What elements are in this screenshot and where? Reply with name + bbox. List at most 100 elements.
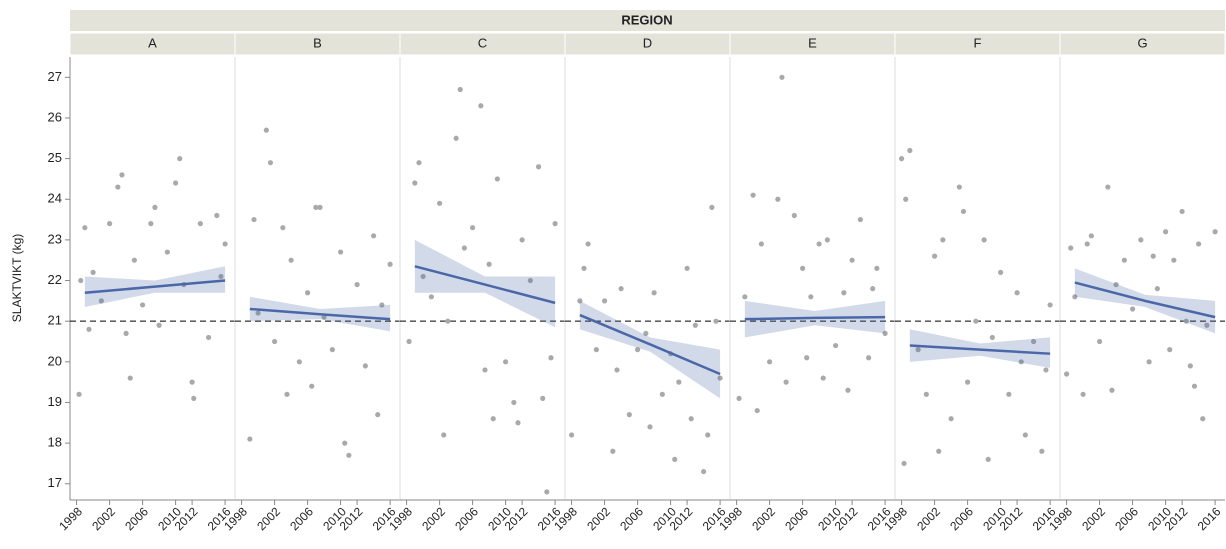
panel-title: F	[974, 35, 982, 50]
x-tick-label: 1998	[56, 504, 85, 533]
x-tick-label: 2002	[749, 504, 778, 533]
point	[820, 375, 826, 381]
point	[692, 322, 698, 328]
point	[923, 391, 929, 397]
point	[280, 225, 286, 231]
point	[412, 180, 418, 186]
x-tick-label: 2006	[1112, 504, 1141, 533]
y-tick-label: 27	[48, 69, 62, 84]
chart-title: REGION	[621, 12, 672, 27]
x-tick-label: 2002	[89, 504, 118, 533]
fit-line	[84, 279, 226, 294]
point	[305, 290, 311, 296]
point	[544, 489, 550, 495]
point	[486, 261, 492, 267]
point	[857, 216, 863, 223]
point	[288, 257, 294, 263]
point	[156, 322, 162, 328]
y-axis-label: SLAKTVIKT (kg)	[10, 234, 24, 322]
point	[717, 375, 723, 381]
point	[614, 367, 620, 373]
point	[478, 103, 484, 109]
point	[494, 176, 500, 182]
point	[490, 416, 496, 422]
x-tick-label: 2002	[1079, 504, 1108, 533]
point	[1146, 359, 1152, 365]
y-tick-label: 23	[48, 231, 62, 246]
panel-title: G	[1137, 35, 1147, 50]
point	[387, 261, 393, 267]
x-tick-label: 2002	[584, 504, 613, 533]
point	[1204, 322, 1210, 328]
panel-title: D	[643, 35, 652, 50]
y-tick-label: 25	[48, 150, 62, 165]
point	[684, 265, 690, 271]
point	[1084, 241, 1090, 247]
point	[1080, 391, 1086, 397]
point	[1187, 363, 1193, 369]
point	[705, 432, 711, 438]
point	[255, 310, 261, 316]
point	[107, 221, 113, 227]
point	[379, 302, 385, 308]
point	[1018, 359, 1024, 365]
point	[115, 184, 121, 190]
point	[338, 249, 344, 255]
point	[998, 269, 1004, 276]
x-tick-label: 2002	[419, 504, 448, 533]
point	[849, 257, 855, 263]
point	[86, 326, 92, 332]
point	[870, 286, 876, 292]
point	[1183, 318, 1189, 324]
point	[651, 290, 657, 296]
point	[76, 391, 82, 397]
point	[453, 135, 459, 141]
point	[701, 468, 707, 475]
point	[90, 269, 96, 276]
point	[515, 420, 521, 426]
point	[527, 277, 533, 284]
point	[177, 156, 183, 162]
point	[552, 221, 558, 227]
point	[214, 212, 220, 219]
point	[251, 216, 257, 223]
point	[602, 298, 608, 304]
point	[775, 196, 781, 202]
point	[956, 184, 962, 190]
point	[206, 334, 212, 341]
point	[1138, 237, 1144, 243]
point	[940, 237, 946, 243]
point	[78, 277, 84, 284]
point	[1039, 448, 1045, 454]
point	[189, 379, 195, 385]
point	[329, 347, 335, 353]
y-tick-label: 19	[48, 394, 62, 409]
point	[346, 452, 352, 458]
point	[1043, 367, 1049, 373]
point	[548, 355, 554, 361]
point	[428, 294, 434, 300]
fit-line	[1074, 281, 1216, 319]
panel-title: A	[148, 35, 157, 50]
fit-line	[579, 313, 721, 376]
point	[482, 367, 488, 373]
confidence-band	[579, 300, 721, 399]
point	[470, 225, 476, 231]
point	[866, 355, 872, 361]
y-tick-label: 17	[48, 475, 62, 490]
point	[659, 391, 665, 397]
point	[1068, 245, 1074, 251]
panel-strip	[1059, 32, 1226, 56]
point	[127, 375, 133, 381]
y-tick-label: 20	[48, 353, 62, 368]
point	[1072, 294, 1078, 300]
point	[808, 294, 814, 300]
point	[313, 204, 319, 210]
point	[1064, 371, 1070, 377]
point	[907, 147, 913, 154]
point	[1022, 432, 1028, 438]
point	[1130, 306, 1136, 312]
fit-line	[744, 315, 886, 321]
point	[779, 74, 785, 80]
point	[503, 359, 509, 365]
